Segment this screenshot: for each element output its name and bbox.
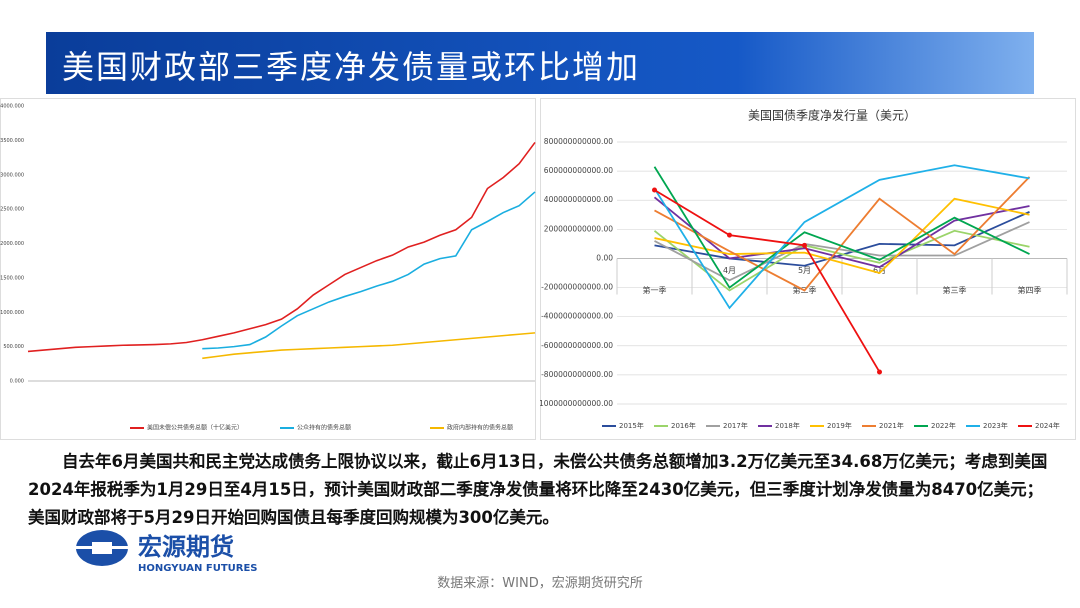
x-tick-label: 第三季	[943, 285, 967, 295]
title: 美国财政部三季度净发债量或环比增加	[62, 48, 641, 86]
series-line	[27, 141, 536, 353]
y-tick-label: -1000000000000.00	[540, 399, 613, 408]
chart-title: 美国国债季度净发行量（美元）	[748, 108, 916, 123]
series-point	[802, 242, 807, 248]
series-line	[202, 191, 536, 350]
legend-label: 2016年	[671, 421, 696, 430]
y-tick-label: 3500.000	[0, 138, 24, 144]
legend-label: 2019年	[827, 421, 852, 430]
logo: 宏源期货 HONGYUAN FUTURES	[76, 530, 258, 574]
series-line	[202, 332, 536, 360]
y-tick-label: 1000.000	[0, 310, 24, 316]
series-line	[654, 221, 1030, 282]
y-tick-label: 2500.000	[0, 207, 24, 213]
legend-label: 公众持有的债务总额	[297, 424, 351, 432]
source: 数据来源：WIND，宏源期货研究所	[437, 576, 643, 591]
y-tick-label: 200000000000.00	[544, 224, 613, 233]
y-tick-label: 800000000000.00	[544, 137, 613, 146]
y-tick-label: 2000.000	[0, 241, 24, 247]
title-banner: 美国财政部三季度净发债量或环比增加	[46, 32, 1034, 94]
series-point	[652, 187, 657, 193]
logo-name: 宏源期货	[138, 533, 234, 561]
series-line	[654, 189, 881, 373]
legend-label: 2015年	[619, 421, 644, 430]
series-line	[654, 176, 1031, 292]
legend-label: 2024年	[1035, 421, 1060, 430]
legend-label: 2021年	[879, 421, 904, 430]
series-point	[727, 232, 732, 238]
y-tick-label: 4000.000	[0, 104, 24, 110]
y-tick-label: -400000000000.00	[541, 312, 613, 321]
paragraph: 自去年6月美国共和民主党达成债务上限协议以来，截止6月13日，未偿公共债务总额增…	[28, 452, 1048, 527]
series-line	[653, 164, 1030, 310]
x-tick-label: 第一季	[643, 285, 667, 295]
legend-label: 2018年	[775, 421, 800, 430]
y-tick-label: 0.00	[596, 253, 613, 262]
series-line	[653, 196, 1030, 269]
y-tick-label: 400000000000.00	[544, 195, 613, 204]
y-tick-label: 1500.000	[0, 275, 24, 281]
series-point	[877, 369, 882, 375]
y-tick-label: -200000000000.00	[541, 283, 613, 292]
y-tick-label: 600000000000.00	[544, 166, 613, 175]
y-tick-label: -800000000000.00	[541, 370, 613, 379]
x-tick-label: 4月	[723, 266, 736, 275]
x-tick-label: 6月	[873, 266, 886, 275]
issuance-chart: 美国国债季度净发行量（美元） -1000000000000.00 -80000000…	[540, 98, 1076, 440]
y-tick-label: -600000000000.00	[541, 341, 613, 350]
logo-english: HONGYUAN FUTURES	[138, 563, 258, 574]
x-tick-label: 5月	[798, 266, 811, 275]
legend-label: 2022年	[931, 421, 956, 430]
series-line	[654, 197, 1030, 275]
legend-label: 政府内部持有的债务总额	[447, 424, 513, 432]
debt-chart: 0.000 500.000 1000.000 1500.000 2000.000 2500…	[0, 98, 536, 440]
series-line	[653, 229, 1030, 292]
y-tick-label: 500.000	[3, 344, 24, 350]
legend-label: 2023年	[983, 421, 1008, 430]
series-line	[653, 166, 1030, 289]
legend-label: 美国未偿公共债务总额（十亿美元）	[147, 424, 243, 432]
y-tick-label: 0.000	[10, 379, 24, 385]
x-tick-label: 第四季	[1018, 285, 1042, 295]
y-tick-label: 3000.000	[0, 172, 24, 178]
legend-label: 2017年	[723, 421, 748, 430]
